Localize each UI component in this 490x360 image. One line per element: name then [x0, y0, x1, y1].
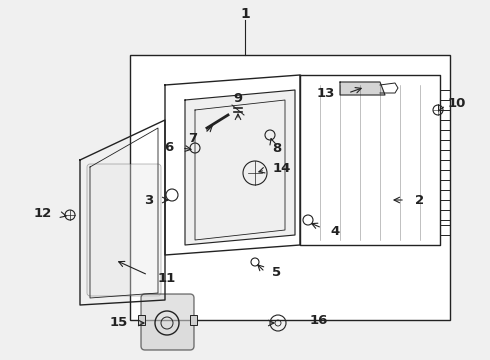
- Text: 2: 2: [415, 194, 424, 207]
- Bar: [138, 315, 145, 325]
- Text: 8: 8: [272, 141, 281, 154]
- Text: 6: 6: [164, 140, 173, 153]
- Text: 16: 16: [310, 315, 328, 328]
- Text: 15: 15: [110, 316, 128, 329]
- Text: 13: 13: [317, 86, 335, 99]
- Polygon shape: [185, 90, 295, 245]
- Text: 9: 9: [233, 92, 243, 105]
- FancyBboxPatch shape: [141, 294, 194, 350]
- Text: 5: 5: [272, 266, 281, 279]
- Text: 14: 14: [273, 162, 292, 175]
- Text: 1: 1: [240, 7, 250, 21]
- Bar: [130, 55, 450, 320]
- Polygon shape: [340, 82, 385, 95]
- Text: 10: 10: [448, 96, 466, 109]
- Text: 7: 7: [188, 131, 197, 144]
- Text: 12: 12: [34, 207, 52, 220]
- Bar: [190, 315, 197, 325]
- Text: 4: 4: [330, 225, 339, 238]
- Text: 3: 3: [144, 194, 153, 207]
- FancyBboxPatch shape: [87, 164, 161, 296]
- Text: 11: 11: [158, 271, 176, 284]
